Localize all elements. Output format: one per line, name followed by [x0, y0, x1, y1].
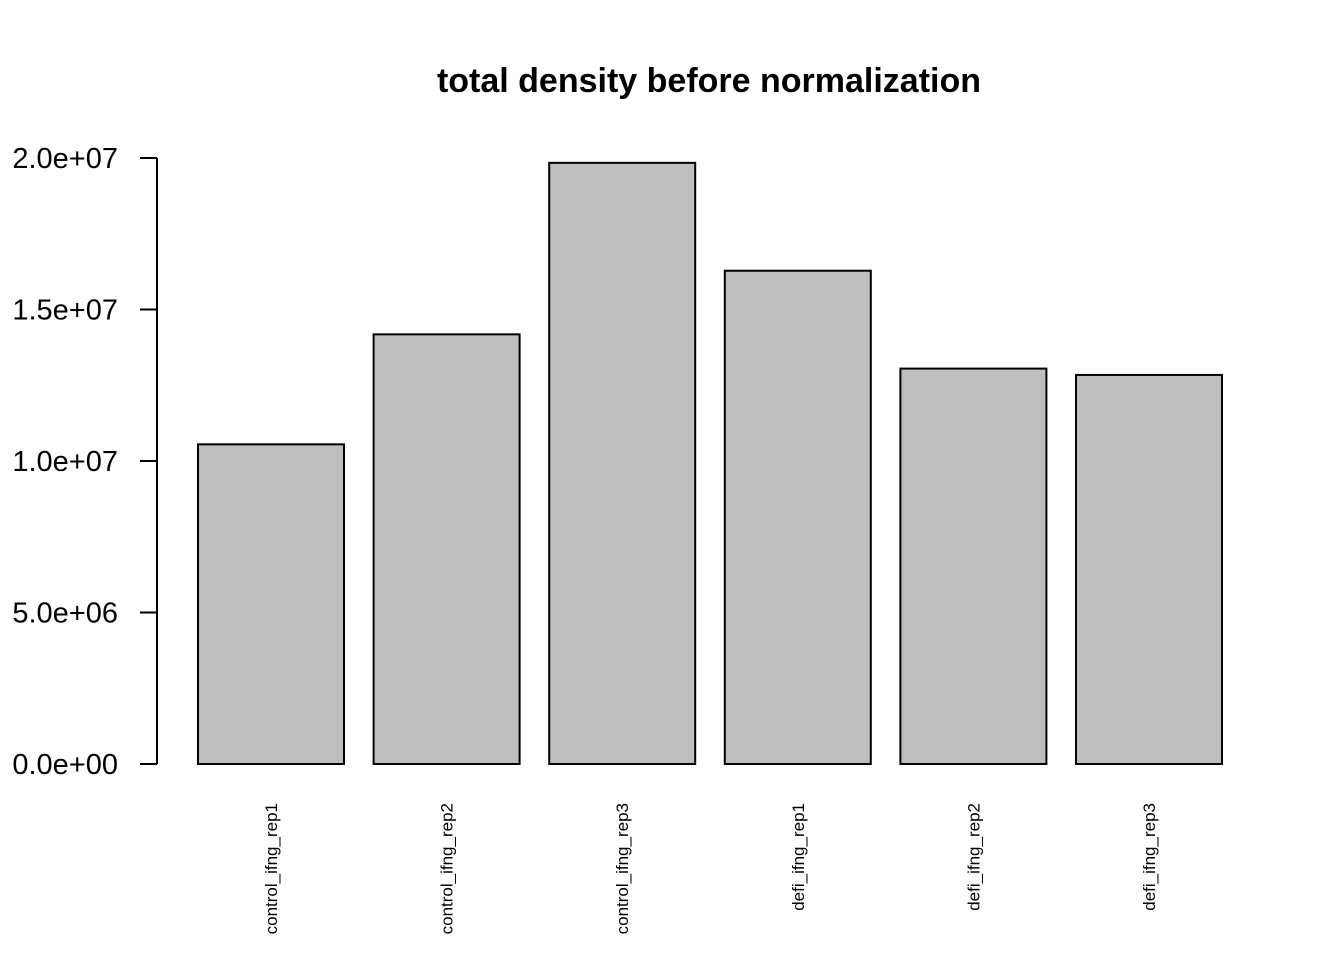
- y-tick-label: 5.0e+06: [12, 598, 118, 630]
- x-tick-label: defi_ifng_rep1: [789, 803, 808, 911]
- bars-group: [197, 161, 1223, 765]
- bar-control_ifng_rep1: [197, 443, 345, 765]
- bar-control_ifng_rep3: [548, 161, 697, 765]
- x-tick-label: control_ifng_rep1: [262, 803, 281, 934]
- x-tick-label: control_ifng_rep2: [438, 803, 457, 934]
- chart-title: total density before normalization: [437, 62, 981, 100]
- x-axis-labels: control_ifng_rep1 control_ifng_rep2 contro…: [262, 803, 1159, 934]
- y-tick-label: 1.0e+07: [12, 446, 118, 478]
- bar-defi_ifng_rep3: [1075, 373, 1223, 765]
- y-tick-label: 1.5e+07: [12, 295, 118, 327]
- bar-defi_ifng_rep2: [899, 367, 1048, 765]
- y-tick-label: 2.0e+07: [12, 143, 118, 175]
- y-tick-label: 0.0e+00: [12, 749, 118, 781]
- x-tick-label: defi_ifng_rep3: [1140, 803, 1159, 911]
- bar-control_ifng_rep2: [372, 333, 521, 765]
- x-tick-label: defi_ifng_rep2: [964, 803, 983, 911]
- bar-defi_ifng_rep1: [723, 269, 872, 765]
- y-axis: 0.0e+00 5.0e+06 1.0e+07 1.5e+07 2.0e+07: [12, 143, 158, 781]
- x-tick-label: control_ifng_rep3: [613, 803, 632, 934]
